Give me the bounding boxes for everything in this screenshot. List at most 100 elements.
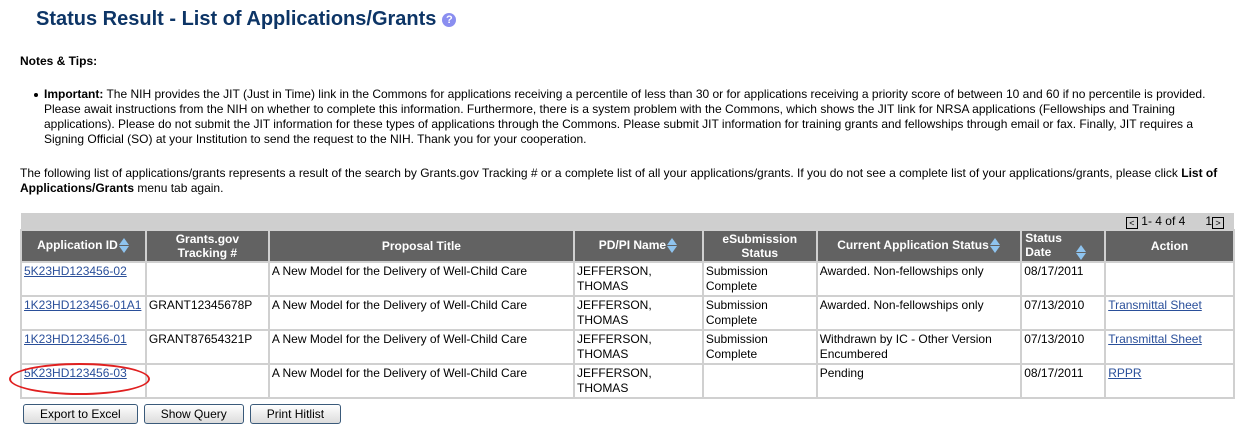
col-label: PD/PI Name [598,238,667,253]
pi-name: JEFFERSON, THOMAS [576,264,652,293]
intro-text: The following list of applications/grant… [20,166,1220,196]
applications-table: < 1- 4 of 4 1 > Application ID Grants.gov… [20,213,1235,399]
table-header: Application ID Grants.gov Tracking # Pro… [20,229,1235,263]
col-tracking: Grants.gov Tracking # [144,229,270,263]
application-id-link-cell: 1K23HD123456-01 [20,329,147,365]
sort-icon[interactable] [666,238,678,254]
table-row: 5K23HD123456-03 A New Model for the Deliv… [20,363,1235,399]
esubmission-status-cell: Submission Complete [701,261,818,297]
application-status: Pending [819,366,864,380]
application-id-link[interactable]: 1K23HD123456-01A1 [24,298,142,312]
intro-start: The following list of applications/grant… [20,166,1182,180]
action-link-cell: Transmittal Sheet [1104,329,1235,365]
proposal-title-cell: A New Model for the Delivery of Well-Chi… [267,329,575,365]
help-icon[interactable]: ? [442,13,457,27]
col-label: Application ID [37,238,118,253]
esubmission-status-cell [701,363,818,399]
application-status: Withdrawn by IC - Other Version Encumber… [819,332,992,361]
status-date-cell: 08/17/2011 [1020,261,1107,297]
tracking-number-cell: GRANT87654321P [144,329,270,365]
page-title-text: Status Result - List of Applications/Gra… [36,8,437,30]
col-pi[interactable]: PD/PI Name [572,229,704,263]
table-row: 1K23HD123456-01 GRANT87654321P A New Model… [20,329,1235,365]
table-row: 5K23HD123456-02 A New Model for the Deliv… [20,261,1235,297]
application-status-cell: Awarded. Non-fellowships only [815,295,1023,331]
status-date: 07/13/2010 [1024,298,1085,312]
sort-icon[interactable] [118,238,130,254]
pager: < 1- 4 of 4 1 > [21,213,1234,230]
pager-range: 1- 4 of 4 [1141,213,1186,228]
tracking-number-cell: GRANT12345678P [144,295,270,331]
application-status: Awarded. Non-fellowships only [819,264,984,278]
table-row: 1K23HD123456-01A1 GRANT12345678P A New Mod… [20,295,1235,331]
action-link-cell: RPPR [1104,363,1235,399]
esubmission-status: Submission Complete [705,264,768,293]
esubmission-status-cell: Submission Complete [701,295,818,331]
action-link-cell: Transmittal Sheet [1104,295,1235,331]
application-id-link[interactable]: 1K23HD123456-01 [24,332,127,346]
tracking-number-cell [144,261,270,297]
sort-icon[interactable] [1075,244,1087,261]
col-date[interactable]: Status Date [1020,229,1107,263]
button-bar: Export to Excel Show Query Print Hitlist [23,404,342,424]
action-link-cell [1104,261,1235,297]
proposal-title: A New Model for the Delivery of Well-Chi… [271,298,528,312]
pi-name: JEFFERSON, THOMAS [576,298,652,327]
col-label: Status Date [1025,231,1062,260]
col-label: Current Application Status [837,238,989,253]
pi-name-cell: JEFFERSON, THOMAS [572,261,704,297]
col-esub: eSubmission Status [701,229,818,263]
col-title: Proposal Title [267,229,575,263]
export-excel-button[interactable]: Export to Excel [23,404,138,424]
pager-page: 1 [1205,213,1212,228]
pi-name-cell: JEFFERSON, THOMAS [572,295,704,331]
proposal-title: A New Model for the Delivery of Well-Chi… [271,366,528,380]
proposal-title-cell: A New Model for the Delivery of Well-Chi… [267,295,575,331]
prev-page-icon[interactable]: < [1125,216,1138,229]
status-date: 07/13/2010 [1024,332,1085,346]
application-status-cell: Awarded. Non-fellowships only [815,261,1023,297]
esubmission-status-cell: Submission Complete [701,329,818,365]
print-hitlist-button[interactable]: Print Hitlist [249,404,342,424]
application-status-cell: Withdrawn by IC - Other Version Encumber… [815,329,1023,365]
status-date-cell: 07/13/2010 [1020,295,1107,331]
application-id-link-cell: 1K23HD123456-01A1 [20,295,147,331]
page-title: Status Result - List of Applications/Gra… [36,8,457,31]
intro-menu-ref: List of Applications/Grants [20,166,1218,195]
col-action: Action [1104,229,1235,263]
pi-name: JEFFERSON, THOMAS [576,332,652,361]
highlight-circle [9,363,150,395]
proposal-title: A New Model for the Delivery of Well-Chi… [271,332,528,346]
pi-name-cell: JEFFERSON, THOMAS [572,363,704,399]
next-page-icon[interactable]: > [1212,216,1224,229]
action-link[interactable]: Transmittal Sheet [1108,332,1202,346]
status-date: 08/17/2011 [1024,366,1084,380]
tip-label: Important: [44,87,104,101]
status-date: 08/17/2011 [1024,264,1084,278]
status-date-cell: 07/13/2010 [1020,329,1107,365]
action-link[interactable]: Transmittal Sheet [1108,298,1202,312]
status-date-cell: 08/17/2011 [1020,363,1107,399]
proposal-title-cell: A New Model for the Delivery of Well-Chi… [267,363,575,399]
intro-end: menu tab again. [134,181,224,195]
notes-heading: Notes & Tips: [20,54,98,68]
action-link[interactable]: RPPR [1108,366,1142,380]
proposal-title-cell: A New Model for the Delivery of Well-Chi… [267,261,575,297]
proposal-title: A New Model for the Delivery of Well-Chi… [271,264,528,278]
application-status: Awarded. Non-fellowships only [819,298,984,312]
sort-icon[interactable] [989,238,1001,254]
pi-name-cell: JEFFERSON, THOMAS [572,329,704,365]
col-application-id[interactable]: Application ID [20,229,147,263]
application-status-cell: Pending [815,363,1023,399]
show-query-button[interactable]: Show Query [143,404,244,424]
tracking-number: GRANT12345678P [148,298,253,312]
col-status[interactable]: Current Application Status [815,229,1023,263]
pi-name: JEFFERSON, THOMAS [576,366,652,395]
application-id-link-cell: 5K23HD123456-02 [20,261,147,297]
esubmission-status: Submission Complete [705,298,768,327]
important-tip: Important: The NIH provides the JIT (Jus… [34,87,1224,147]
application-id-link[interactable]: 5K23HD123456-02 [24,264,127,278]
tracking-number-cell [144,363,270,399]
esubmission-status: Submission Complete [705,332,768,361]
tip-text: The NIH provides the JIT (Just in Time) … [44,87,1206,146]
